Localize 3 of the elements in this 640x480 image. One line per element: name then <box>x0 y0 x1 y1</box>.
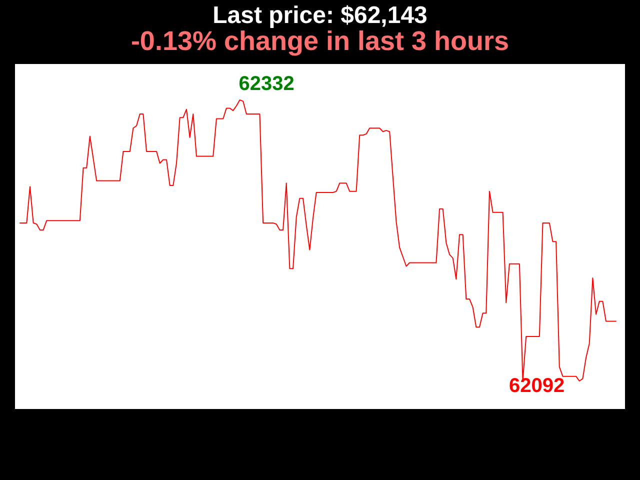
chart-title: Last price: $62,143 <box>212 2 428 29</box>
data-label: 62092 <box>508 375 565 397</box>
data-label: 62332 <box>238 73 294 95</box>
